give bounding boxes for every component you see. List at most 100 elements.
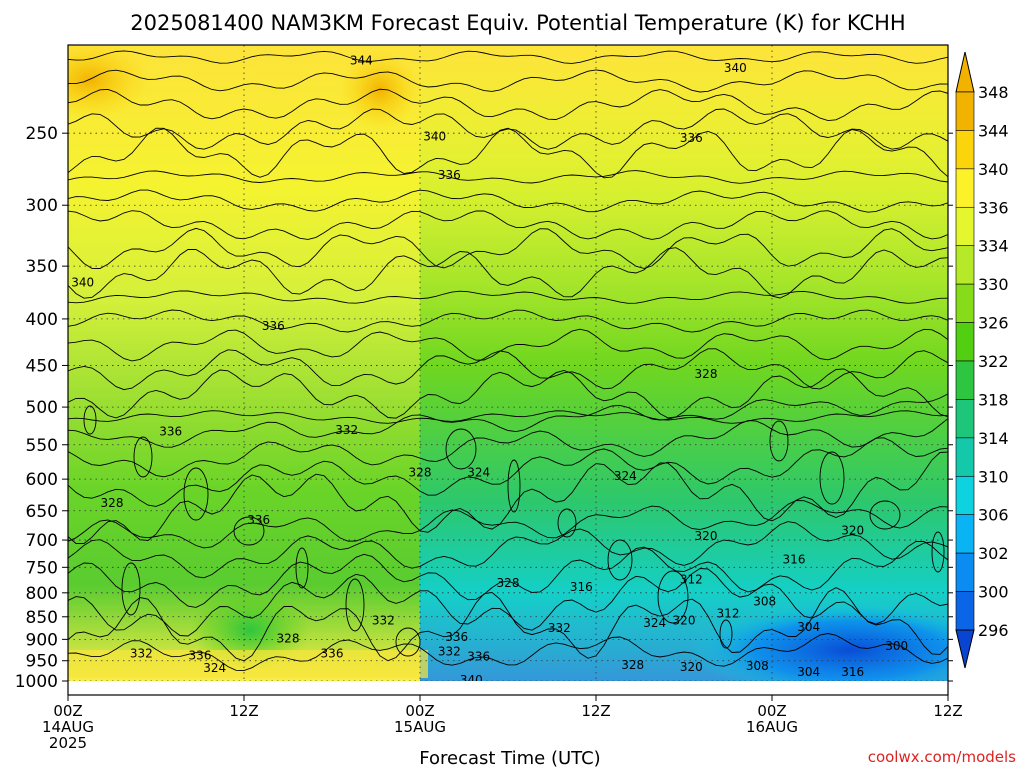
- colorbar-swatch: [955, 91, 975, 131]
- contour-label: 328: [621, 658, 644, 672]
- contour-line: [68, 189, 948, 213]
- colorbar-swatch: [955, 130, 975, 170]
- credit-text: coolwx.com/models: [868, 748, 1016, 766]
- x-tick-label: 15AUG: [394, 718, 446, 736]
- contour-cell: [557, 508, 577, 538]
- contour-label: 320: [673, 613, 696, 627]
- y-tick-label: 500: [26, 398, 58, 418]
- contour-line: [68, 410, 948, 424]
- contour-label: 312: [680, 572, 703, 586]
- contour-label: 328: [409, 465, 432, 479]
- y-tick-label: 900: [26, 630, 58, 650]
- contour-cell: [345, 578, 365, 632]
- colorbar-swatch: [955, 399, 975, 439]
- y-tick-label: 550: [26, 436, 58, 456]
- x-axis-title: Forecast Time (UTC): [419, 748, 600, 768]
- contour-label: 344: [350, 53, 373, 67]
- contour-label: 316: [783, 552, 806, 566]
- x-tick-label: 00Z: [757, 702, 786, 720]
- contour-label: 320: [695, 529, 718, 543]
- contour-label: 340: [71, 276, 94, 290]
- y-tick-label: 300: [26, 196, 58, 216]
- x-tick-label: 2025: [49, 734, 87, 752]
- gridlines: [68, 45, 948, 681]
- colorbar-top-arrow: [955, 51, 975, 93]
- contour-label: 324: [467, 465, 490, 479]
- colorbar: 348 344 340 336 334 330 326 322 318 314 310 306 302 3…: [955, 51, 1009, 669]
- contour-line: [68, 170, 948, 184]
- chart-title: 2025081400 NAM3KM Forecast Equiv. Potent…: [130, 11, 905, 35]
- colorbar-swatch: [955, 552, 975, 592]
- contour-line: [68, 50, 948, 64]
- contour-line: [68, 368, 948, 419]
- colorbar-label: 326: [978, 314, 1009, 333]
- contour-cell: [295, 547, 309, 589]
- warm-region-mid: [340, 50, 420, 130]
- colorbar-label: 318: [978, 390, 1009, 409]
- colorbar-label: 336: [978, 198, 1009, 217]
- colorbar-label: 300: [978, 583, 1009, 602]
- y-tick-label: 750: [26, 558, 58, 578]
- contour-label: 332: [548, 621, 571, 635]
- contour-cell: [819, 451, 845, 505]
- colorbar-label: 322: [978, 352, 1009, 371]
- contour-label: 308: [753, 595, 776, 609]
- contour-line: [68, 88, 948, 122]
- contour-label: 340: [724, 61, 747, 75]
- contour-cell: [769, 420, 789, 462]
- contour-line: [68, 227, 948, 269]
- contour-label: 312: [717, 607, 740, 621]
- cold-air-region: [690, 602, 948, 681]
- colorbar-label: 334: [978, 237, 1009, 256]
- contour-cell: [607, 539, 633, 581]
- field-right-shading: [420, 45, 948, 681]
- colorbar-swatch: [955, 475, 975, 516]
- colorbar-bottom-arrow: [955, 629, 975, 669]
- contour-cell: [121, 562, 141, 616]
- contour-label: 332: [438, 644, 461, 658]
- contour-label: 316: [841, 665, 864, 679]
- contour-label: 304: [797, 665, 820, 679]
- colorbar-label: 340: [978, 160, 1009, 179]
- contour-label: 336: [262, 319, 285, 333]
- colorbar-swatch: [955, 283, 975, 323]
- colorbar-swatch: [955, 437, 975, 477]
- contour-line: [68, 328, 948, 362]
- contour-label: 332: [335, 423, 358, 437]
- contour-label: 324: [203, 661, 226, 675]
- colorbar-swatch: [955, 168, 975, 208]
- contour-label: 336: [159, 425, 182, 439]
- x-tick-label: 12Z: [581, 702, 610, 720]
- y-axis: 2503003504004505005506006507007508008509…: [15, 124, 953, 692]
- contour-label: 328: [101, 496, 124, 510]
- contour-label: 336: [189, 649, 212, 663]
- colorbar-label: 296: [978, 621, 1009, 640]
- contour-cell: [507, 459, 521, 513]
- contour-cell: [931, 531, 945, 573]
- y-tick-label: 450: [26, 356, 58, 376]
- contour-label: 336: [321, 647, 344, 661]
- contour-label: 324: [643, 616, 666, 630]
- contour-line: [68, 540, 948, 608]
- contour-cell: [133, 436, 153, 478]
- y-tick-label: 700: [26, 531, 58, 551]
- contour-label: 320: [680, 660, 703, 674]
- y-tick-label: 950: [26, 652, 58, 672]
- contour-line: [68, 418, 948, 478]
- colorbar-swatch: [955, 245, 975, 285]
- colorbar-label: 348: [978, 83, 1009, 102]
- contour-line: [68, 108, 948, 150]
- contour-line: [68, 247, 948, 299]
- y-tick-label: 650: [26, 502, 58, 522]
- x-tick-label: 14AUG: [42, 718, 94, 736]
- contour-label: 300: [885, 639, 908, 653]
- x-tick-label: 00Z: [53, 702, 82, 720]
- contour-label: 304: [797, 620, 820, 634]
- contour-line: [68, 210, 948, 240]
- contour-line: [68, 568, 948, 637]
- y-tick-label: 250: [26, 124, 58, 144]
- contour-label: 332: [130, 647, 153, 661]
